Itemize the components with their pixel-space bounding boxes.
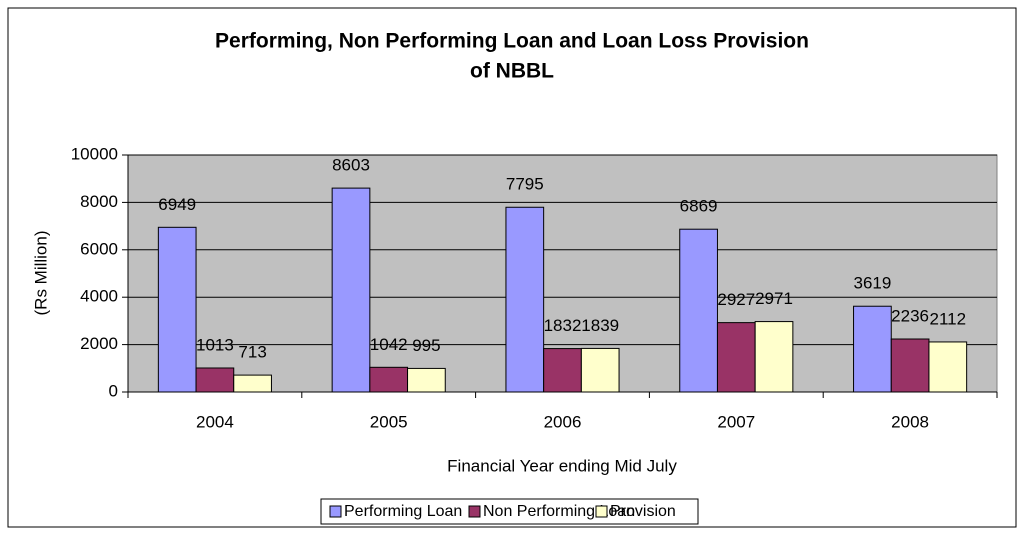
bar bbox=[543, 348, 582, 393]
legend-box bbox=[320, 498, 699, 525]
data-label: 1832 bbox=[544, 316, 582, 335]
x-tick-label: 2006 bbox=[544, 412, 582, 431]
data-label: 2112 bbox=[930, 309, 967, 328]
bar bbox=[716, 322, 756, 393]
chart-title: of NBBL bbox=[470, 60, 554, 83]
legend-swatch bbox=[329, 505, 342, 518]
y-tick-label: 2000 bbox=[80, 334, 118, 353]
data-label: 3619 bbox=[853, 274, 891, 293]
data-label: 1013 bbox=[196, 335, 234, 354]
x-tick-label: 2004 bbox=[196, 412, 234, 431]
data-label: 713 bbox=[238, 343, 266, 362]
bar bbox=[580, 347, 620, 393]
bar bbox=[890, 338, 930, 393]
y-tick-label: 0 bbox=[109, 381, 118, 400]
y-tick-label: 4000 bbox=[80, 287, 118, 306]
x-tick-label: 2007 bbox=[717, 412, 755, 431]
data-label: 1839 bbox=[581, 316, 619, 335]
bar bbox=[754, 321, 794, 393]
data-label: 1042 bbox=[370, 335, 408, 354]
bar bbox=[369, 366, 409, 393]
bar bbox=[505, 206, 545, 393]
bar bbox=[928, 341, 968, 393]
y-tick-label: 6000 bbox=[80, 239, 118, 258]
data-label: 8603 bbox=[332, 156, 370, 175]
data-label: 7795 bbox=[506, 175, 544, 194]
bar bbox=[331, 187, 371, 393]
bar bbox=[679, 228, 718, 393]
bar bbox=[157, 226, 197, 393]
y-tick-label: 8000 bbox=[80, 192, 118, 211]
data-label: 2927 bbox=[717, 290, 755, 309]
bar bbox=[407, 367, 446, 393]
legend-label: Provision bbox=[610, 503, 676, 520]
y-tick-label: 10000 bbox=[71, 144, 118, 163]
x-tick-label: 2005 bbox=[370, 412, 408, 431]
legend-swatch bbox=[595, 505, 608, 518]
x-axis-label: Financial Year ending Mid July bbox=[447, 456, 677, 475]
chart-title: Performing, Non Performing Loan and Loan… bbox=[215, 30, 809, 53]
bar bbox=[233, 374, 272, 393]
legend-label: Performing Loan bbox=[344, 503, 462, 520]
data-label: 6949 bbox=[158, 195, 196, 214]
data-label: 995 bbox=[412, 336, 440, 355]
data-label: 2236 bbox=[891, 306, 929, 325]
bar bbox=[853, 305, 892, 393]
x-tick-label: 2008 bbox=[891, 412, 929, 431]
data-label: 6869 bbox=[680, 197, 718, 216]
legend-swatch bbox=[468, 505, 481, 518]
data-label: 2971 bbox=[755, 289, 793, 308]
bar bbox=[195, 367, 235, 393]
y-axis-label: (Rs Million) bbox=[31, 231, 50, 316]
